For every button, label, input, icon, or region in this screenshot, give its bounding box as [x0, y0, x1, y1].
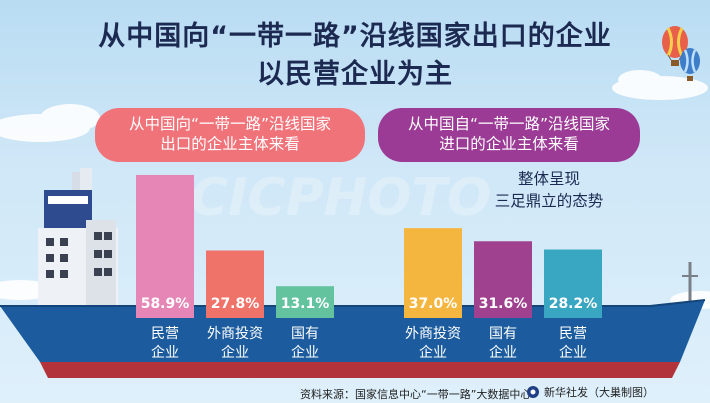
export-category-label-1: 民营	[151, 326, 179, 342]
watermark: CICPHOTO	[190, 168, 491, 228]
hot-air-balloon-icon	[680, 48, 700, 81]
import-category-label-2: 国有	[489, 326, 517, 342]
hot-air-balloon-icon	[662, 26, 688, 66]
clouds	[0, 70, 710, 309]
export-value-label-1: 58.9%	[141, 296, 190, 312]
export-category-label-1: 企业	[151, 344, 179, 361]
export-category-label-3: 企业	[291, 344, 319, 361]
import-section-header: 从中国自“一带一路”沿线国家 进口的企业主体来看	[378, 108, 640, 162]
source-note: 资料来源：国家信息中心“一带一路”大数据中心	[300, 388, 532, 401]
summary-note: 整体呈现 三足鼎立的态势	[494, 168, 604, 212]
export-header-line-1: 从中国向“一带一路”沿线国家	[128, 115, 332, 133]
export-category-label-3: 国有	[291, 326, 319, 342]
summary-note-line-1: 整体呈现	[517, 170, 580, 188]
import-header-line-1: 从中国自“一带一路”沿线国家	[407, 115, 611, 133]
export-category-label-2: 外商投资	[207, 326, 263, 342]
credit-text: 新华社发（大巢制图）	[544, 386, 654, 399]
credit: 新华社发（大巢制图）	[526, 384, 654, 400]
import-bar-3	[544, 249, 602, 318]
title-line-1: 从中国向“一带一路”沿线国家出口的企业	[98, 21, 612, 52]
import-category-label-1: 外商投资	[405, 326, 461, 342]
export-value-label-2: 27.8%	[211, 296, 260, 312]
title-line-2: 以民营企业为主	[257, 59, 453, 90]
import-bar-1	[404, 228, 462, 318]
export-category-label-2: 企业	[221, 344, 249, 361]
import-value-label-1: 37.0%	[409, 296, 458, 312]
import-category-label-3: 民营	[559, 326, 587, 342]
export-bar-1	[136, 174, 194, 318]
summary-note-line-2: 三足鼎立的态势	[494, 192, 604, 210]
export-bar-3	[276, 286, 334, 318]
import-category-label-1: 企业	[419, 344, 447, 361]
export-bar-2	[206, 250, 264, 318]
import-category-label-3: 企业	[559, 344, 587, 361]
import-value-label-2: 31.6%	[479, 296, 528, 312]
import-value-label-3: 28.2%	[549, 296, 598, 312]
export-header-line-2: 出口的企业主体来看	[160, 135, 300, 153]
import-header-line-2: 进口的企业主体来看	[439, 135, 579, 153]
xinhua-logo-icon	[527, 386, 539, 398]
import-category-label-2: 企业	[489, 344, 517, 361]
ship-superstructure	[38, 168, 118, 308]
import-bar-2	[474, 241, 532, 318]
export-value-label-3: 13.1%	[281, 296, 330, 312]
export-section-header: 从中国向“一带一路”沿线国家 出口的企业主体来看	[95, 108, 365, 162]
